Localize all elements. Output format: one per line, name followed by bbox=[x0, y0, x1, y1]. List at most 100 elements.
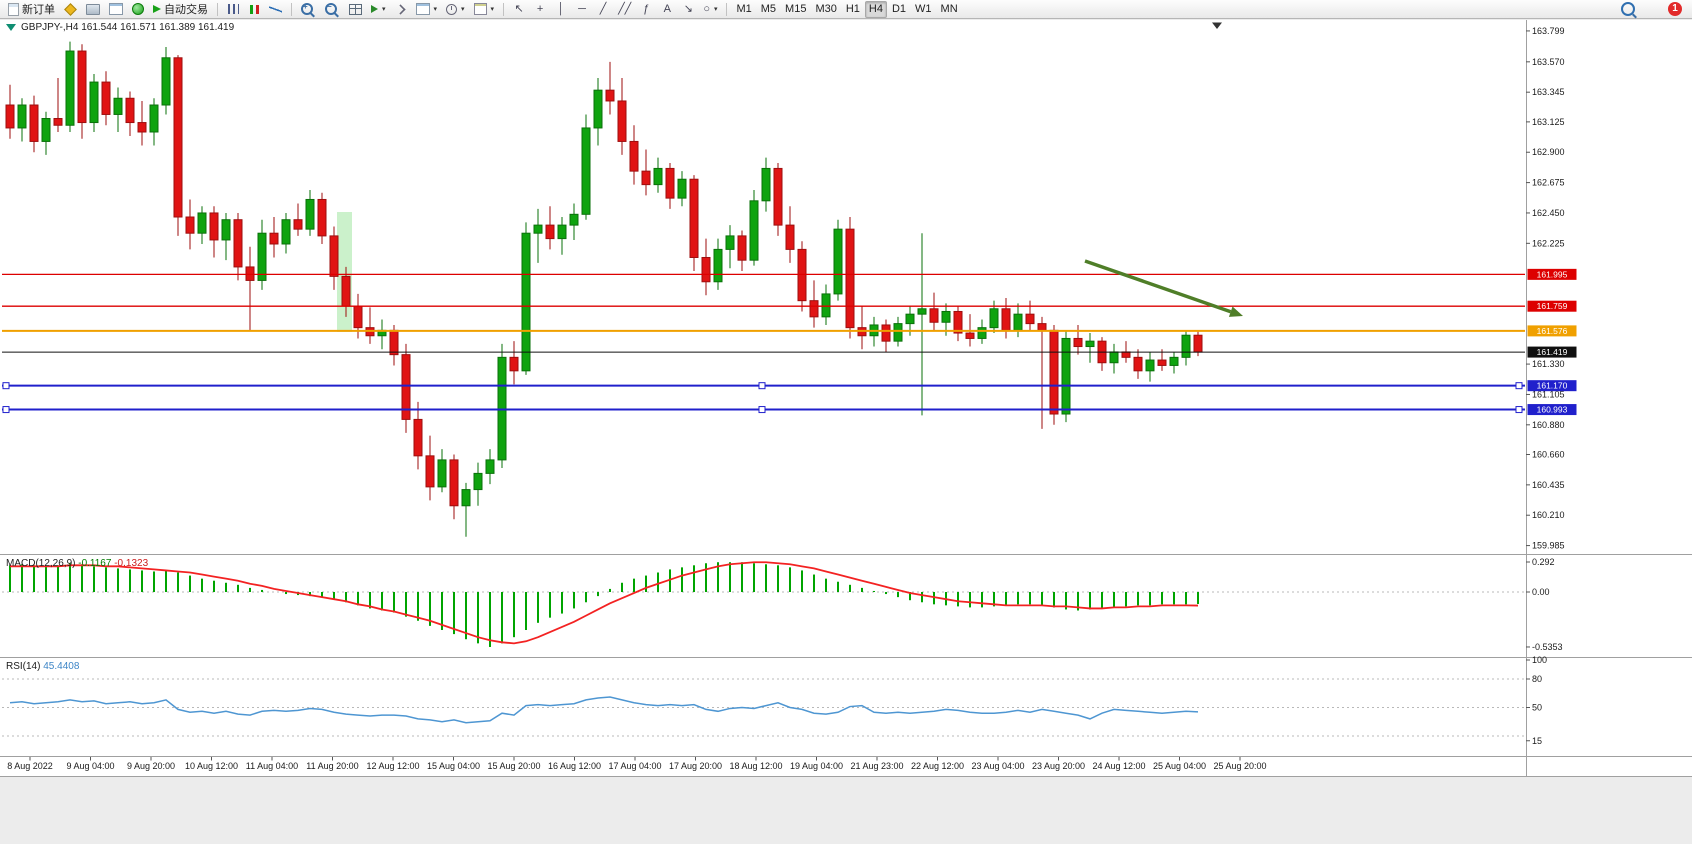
candle-body bbox=[197, 212, 207, 234]
candle-body bbox=[617, 100, 627, 142]
candle-body bbox=[833, 228, 843, 295]
line-handle[interactable] bbox=[2, 406, 10, 414]
macd-histogram bbox=[9, 562, 1199, 647]
metaeditor-icon bbox=[64, 2, 77, 16]
price-tick-label: 163.570 bbox=[1532, 57, 1565, 67]
navigator-button[interactable] bbox=[128, 1, 148, 18]
time-tick-label: 25 Aug 04:00 bbox=[1153, 761, 1206, 771]
toolbar-separator bbox=[217, 2, 218, 16]
cursor-tool-button[interactable]: ↖ bbox=[509, 1, 529, 18]
new-order-button-label: 新订单 bbox=[22, 4, 55, 16]
tf-m15-button[interactable]: M15 bbox=[781, 1, 810, 18]
candle-body bbox=[929, 308, 939, 323]
chart-shift-icon bbox=[395, 3, 406, 15]
tf-mn-button[interactable]: MN bbox=[937, 1, 962, 18]
candle-body bbox=[101, 81, 111, 115]
price-badge-label: 161.576 bbox=[1537, 326, 1568, 336]
candle-body bbox=[341, 275, 351, 307]
print-button[interactable] bbox=[82, 1, 104, 18]
rsi-tick-label: 100 bbox=[1532, 655, 1547, 665]
fibonacci-tool-button[interactable]: ƒ bbox=[636, 1, 656, 18]
rsi-value: 45.4408 bbox=[43, 661, 80, 672]
chart-root: 163.799 163.570 163.345 163.125 162.900 162.6… bbox=[0, 20, 1692, 825]
line-handle[interactable] bbox=[758, 406, 766, 414]
new-chart-button[interactable]: ▾ bbox=[412, 1, 442, 18]
search-button[interactable] bbox=[1617, 1, 1642, 18]
time-tick-label: 8 Aug 2022 bbox=[7, 761, 53, 771]
time-tick-label: 10 Aug 12:00 bbox=[185, 761, 238, 771]
dropdown-arrow-icon: ▾ bbox=[461, 6, 465, 13]
tf-m1-button[interactable]: M1 bbox=[732, 1, 755, 18]
dropdown-arrow-icon: ▾ bbox=[382, 6, 386, 13]
toolbar-separator bbox=[726, 2, 728, 16]
auto-scroll-button[interactable]: ▾ bbox=[367, 1, 390, 18]
time-tick-label: 25 Aug 20:00 bbox=[1213, 761, 1266, 771]
chart-area[interactable]: 163.799 163.570 163.345 163.125 162.900 162.6… bbox=[0, 19, 1692, 844]
notification-badge[interactable]: 1 bbox=[1668, 2, 1682, 16]
price-tick-label: 163.345 bbox=[1532, 87, 1565, 97]
chart-shift-button[interactable] bbox=[391, 1, 411, 18]
candle-body bbox=[581, 127, 591, 215]
new-order-button[interactable]: 新订单 bbox=[4, 1, 59, 18]
candle-body bbox=[125, 97, 135, 124]
tf-h4-button-label: H4 bbox=[868, 3, 883, 15]
line-handle[interactable] bbox=[2, 382, 10, 390]
line-handle[interactable] bbox=[1515, 406, 1523, 414]
data-window-button[interactable] bbox=[105, 1, 127, 18]
price-line-160.993[interactable] bbox=[2, 406, 1525, 414]
periods-button[interactable]: ▾ bbox=[442, 1, 469, 18]
shapes-tool-button[interactable]: ○ ▾ bbox=[699, 1, 721, 18]
symbol-dropdown-icon[interactable] bbox=[6, 24, 16, 31]
metaeditor-button[interactable] bbox=[60, 1, 81, 18]
candlestick-chart-icon bbox=[249, 4, 253, 14]
chart-shift-marker[interactable] bbox=[1212, 22, 1222, 30]
channel-tool-button[interactable]: ╱╱ bbox=[614, 1, 635, 18]
tf-w1-button[interactable]: W1 bbox=[911, 1, 936, 18]
time-tick-label: 11 Aug 04:00 bbox=[246, 761, 298, 771]
candle-body bbox=[473, 472, 483, 491]
bars-chart-button[interactable] bbox=[223, 1, 243, 18]
candle-body bbox=[1157, 359, 1167, 366]
highlight-rectangle[interactable] bbox=[337, 212, 352, 332]
vline-tool-button[interactable]: │ bbox=[551, 1, 571, 18]
time-tick-label: 15 Aug 04:00 bbox=[427, 761, 480, 771]
candle-body bbox=[425, 455, 435, 488]
tf-h1-button[interactable]: H1 bbox=[842, 1, 864, 18]
tf-m5-button[interactable]: M5 bbox=[757, 1, 780, 18]
candle-body bbox=[665, 167, 675, 199]
line-handle[interactable] bbox=[758, 382, 766, 390]
trend-arrow-annotation[interactable] bbox=[1084, 259, 1243, 317]
crosshair-tool-button[interactable]: + bbox=[530, 1, 550, 18]
tile-windows-button[interactable] bbox=[345, 1, 366, 18]
tf-h4-button[interactable]: H4 bbox=[864, 0, 887, 18]
text-tool-button[interactable]: A bbox=[657, 1, 677, 18]
zoom-out-icon bbox=[325, 3, 337, 15]
candle-body bbox=[761, 167, 771, 202]
candle-body bbox=[185, 216, 195, 234]
dropdown-arrow-icon: ▾ bbox=[490, 6, 495, 13]
line-handle[interactable] bbox=[1515, 382, 1523, 390]
hline-tool-button[interactable]: ─ bbox=[572, 1, 592, 18]
tf-d1-button[interactable]: D1 bbox=[888, 1, 910, 18]
templates-button[interactable]: ▾ bbox=[470, 1, 499, 18]
time-tick-label: 15 Aug 20:00 bbox=[487, 761, 540, 771]
price-line-161.170[interactable] bbox=[2, 382, 1525, 390]
candle-body bbox=[65, 50, 75, 126]
zoom-in-button[interactable] bbox=[297, 1, 320, 18]
line-chart-button[interactable] bbox=[265, 1, 286, 18]
candle-body bbox=[557, 224, 567, 240]
trendline-tool-button[interactable]: ╱ bbox=[593, 1, 613, 18]
candle-body bbox=[449, 459, 459, 507]
tf-h1-button-label: H1 bbox=[845, 3, 860, 15]
autotrading-button[interactable]: 自动交易 bbox=[149, 1, 212, 18]
price-tick-label: 159.985 bbox=[1532, 541, 1565, 551]
rsi-name: RSI(14) bbox=[6, 661, 41, 672]
candle-body bbox=[317, 198, 327, 237]
arrows-tool-button[interactable]: ↘ bbox=[678, 1, 698, 18]
candlestick-chart-button[interactable] bbox=[244, 1, 264, 18]
arrow-line[interactable] bbox=[1084, 259, 1232, 314]
candle-body bbox=[785, 224, 795, 250]
trendline-tool-icon: ╱ bbox=[599, 2, 607, 15]
tf-m30-button[interactable]: M30 bbox=[811, 1, 840, 18]
zoom-out-button[interactable] bbox=[321, 1, 344, 18]
